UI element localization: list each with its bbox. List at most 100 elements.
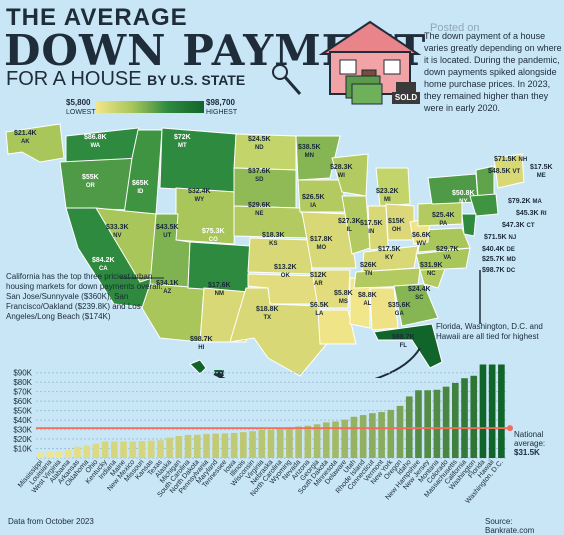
state-abbr: IN [368,229,375,235]
house-illustration [318,20,422,105]
bar [74,446,81,458]
state-abbr: NM [214,291,224,297]
east-abbr: DE [506,247,515,253]
state-value: $21.4K [14,130,37,137]
state-abbr: FL [399,343,407,349]
state-abbr: CA [98,266,108,272]
bar [442,386,450,458]
bar [387,409,395,458]
state-abbr: UT [163,233,172,239]
state-mt [159,127,237,193]
state-fl [373,323,443,369]
east-abbr: MA [532,199,542,205]
state-label-nv: $33.3K NV [106,224,129,240]
state-abbr: IA [310,203,317,209]
state-label-ak: $21.4K AK [14,130,37,146]
hawaii-arrow [213,347,421,378]
state-ak [5,123,65,163]
east-value: $71.5K [484,234,509,241]
source-credit: Source: Bankrate.com [485,517,535,535]
east-label-de: $40.4K DE [482,246,515,253]
east-label-ct: $47.3K CT [502,222,535,229]
state-va [417,227,471,253]
state-label-ar: $12K AR [310,272,327,288]
legend-high-value: $98,700 [206,98,235,107]
state-abbr: NY [459,199,468,205]
bar [111,441,118,458]
average-value: $31.5K [514,448,540,457]
state-label-wa: $86.8K WA [84,134,107,150]
state-abbr: VA [443,255,452,261]
y-tick-label: $20K [13,435,32,444]
state-value: $65K [132,180,149,187]
bar [304,425,312,458]
state-abbr: SC [415,295,424,301]
east-abbr: MD [506,257,516,263]
state-value: $72K [174,134,191,141]
bar-chart: $10K$20K$30K$40K$50K$60K$70K$80K$90KMiss… [13,364,513,505]
state-label-va: $29.7K VA [436,246,459,262]
title-line-3-main: FOR A HOUSE [6,68,142,90]
bar [46,451,54,458]
us-map [5,123,525,378]
east-value: $25.7K [482,256,507,263]
state-value: $6.6K [412,232,431,239]
east-value: $79.2K [508,198,533,205]
bar [193,434,201,458]
east-label-vt: $48.5K VT [488,168,520,175]
state-value: $17.5K [530,164,553,171]
state-abbr: ND [254,145,264,151]
state-value: $24.5K [248,136,271,143]
hawaii-arrowhead [214,370,224,378]
state-label-tx: $18.8K TX [256,306,279,322]
east-label-ri: $45.3K RI [516,210,547,217]
state-abbr: IL [346,227,352,233]
state-abbr: NC [426,271,436,277]
state-abbr: TN [364,271,373,277]
title-line-3: FOR A HOUSE BY U.S. STATE [6,68,245,91]
state-abbr: AK [20,139,30,145]
y-tick-label: $30K [13,426,32,435]
bar [479,364,487,458]
state-value: $98.7K [392,334,415,341]
bar [350,416,358,458]
bar [249,431,256,458]
state-mn [295,135,341,181]
state-label-nm: $17.6K NM [208,282,231,298]
state-value: $6.5K [310,302,329,309]
bar [92,443,100,458]
legend-low-label: LOWEST [66,109,96,116]
state-tx [229,287,331,377]
state-label-oh: $15K OH [388,218,405,234]
state-label-pa: $25.4K PA [432,212,455,228]
state-value: $23.2K [376,188,399,195]
state-label-nc: $31.9K NC [420,262,443,278]
state-la [317,309,357,345]
state-label-wy: $32.4K WY [188,188,211,204]
bar [451,382,459,458]
state-value: $12K [310,272,327,279]
state-label-ia: $26.5K IA [302,194,325,210]
state-label-il: $27.3K IL [338,218,361,234]
bar [203,433,210,458]
bar [230,432,238,458]
east-abbr: NJ [508,235,517,241]
state-abbr: OK [280,273,290,279]
state-abbr: ME [536,173,546,179]
state-abbr: GA [394,311,404,317]
bar [37,452,44,458]
bar [470,375,478,458]
state-value: $98.7K [190,336,213,343]
state-value: $50.8K [452,190,475,197]
state-label-az: $34.1K AZ [156,280,179,296]
state-abbr: WY [194,197,205,203]
east-label-nh: $71.5K NH [494,156,527,163]
state-abbr: LA [315,311,324,317]
bar [212,433,220,458]
bar [64,449,72,458]
state-value: $29.7K [436,246,459,253]
state-value: $17.5K [360,220,383,227]
state-value: $26.5K [302,194,325,201]
bar [498,364,505,458]
state-value: $38.5K [298,144,321,151]
